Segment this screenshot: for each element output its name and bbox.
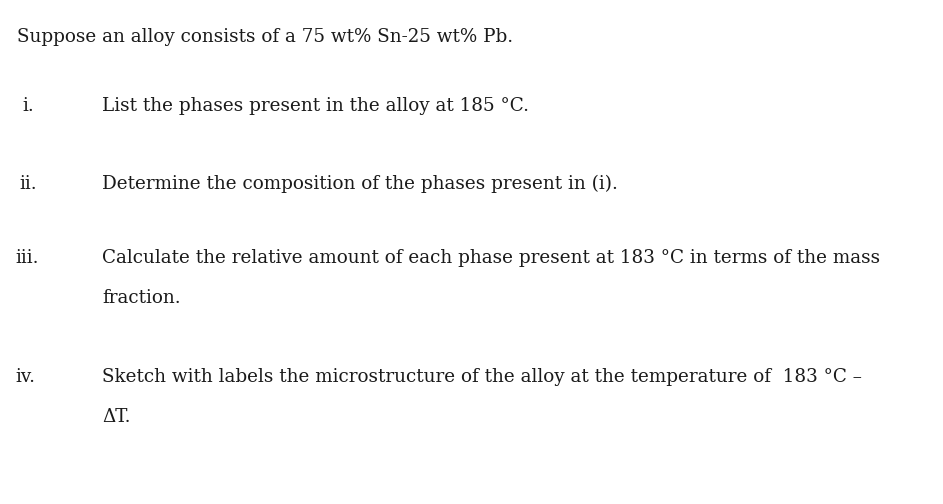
Text: i.: i. xyxy=(23,97,34,115)
Text: ΔT.: ΔT. xyxy=(102,408,130,426)
Text: Calculate the relative amount of each phase present at 183 °C in terms of the ma: Calculate the relative amount of each ph… xyxy=(102,249,880,267)
Text: Determine the composition of the phases present in (i).: Determine the composition of the phases … xyxy=(102,175,618,193)
Text: List the phases present in the alloy at 185 °C.: List the phases present in the alloy at … xyxy=(102,97,529,115)
Text: ii.: ii. xyxy=(20,175,38,193)
Text: iv.: iv. xyxy=(15,368,35,386)
Text: iii.: iii. xyxy=(15,249,39,267)
Text: Suppose an alloy consists of a 75 wt% Sn-25 wt% Pb.: Suppose an alloy consists of a 75 wt% Sn… xyxy=(17,28,513,46)
Text: fraction.: fraction. xyxy=(102,289,180,307)
Text: Sketch with labels the microstructure of the alloy at the temperature of  183 °C: Sketch with labels the microstructure of… xyxy=(102,368,862,386)
